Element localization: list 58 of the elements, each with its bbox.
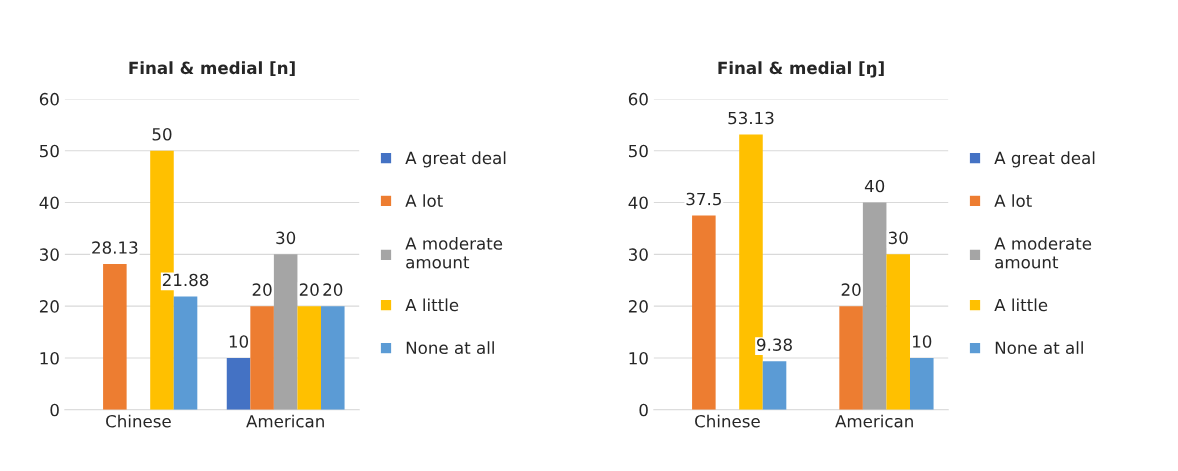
- data-label: 40: [864, 179, 885, 193]
- bar: [886, 254, 911, 410]
- y-tick-label: 50: [629, 144, 648, 158]
- data-label: 9.38: [757, 338, 792, 351]
- y-tick-label: 40: [628, 196, 648, 210]
- chart-title: Final & medial [ŋ]: [718, 61, 884, 78]
- legend-label: A great deal: [405, 151, 506, 168]
- legend-label: A lot: [405, 194, 443, 208]
- y-tick-label: 10: [629, 351, 648, 365]
- data-label: 53.13: [728, 111, 774, 125]
- y-tick-label: 10: [40, 351, 59, 365]
- x-tick-label: Chinese: [695, 414, 760, 428]
- bar: [297, 306, 322, 410]
- data-label: 10: [229, 335, 249, 348]
- bar: [862, 202, 887, 410]
- data-label: 20: [252, 283, 272, 296]
- data-label: 20: [299, 283, 319, 296]
- legend-label: A lot: [994, 194, 1032, 208]
- data-label: 28.13: [92, 241, 138, 254]
- y-tick-label: 40: [39, 196, 59, 210]
- data-label: 10: [913, 335, 932, 348]
- y-tick-label: 0: [50, 403, 59, 417]
- data-label: 30: [276, 231, 296, 245]
- data-label: 30: [888, 231, 908, 245]
- bar: [226, 357, 251, 410]
- chart-title: Final & medial [n]: [129, 61, 295, 77]
- legend-label: A great deal: [994, 151, 1095, 168]
- bar: [273, 254, 298, 410]
- data-label: 37.5: [686, 192, 721, 206]
- y-tick-label: 20: [39, 300, 59, 313]
- legend-label: A moderate amount: [405, 236, 503, 269]
- data-label: 21.88: [162, 273, 209, 287]
- y-tick-label: 30: [628, 248, 648, 261]
- y-tick-label: 30: [39, 248, 59, 261]
- data-label: 50: [152, 127, 172, 141]
- data-label: 20: [841, 283, 861, 296]
- bar: [762, 361, 787, 410]
- bar: [250, 306, 274, 410]
- x-tick-label: American: [835, 414, 913, 428]
- bar: [910, 357, 934, 410]
- legend-label: A moderate amount: [994, 236, 1092, 269]
- bar: [103, 264, 127, 410]
- bar: [173, 296, 198, 410]
- y-tick-label: 60: [39, 92, 59, 106]
- y-tick-label: 50: [40, 144, 59, 158]
- legend-label: None at all: [406, 341, 494, 355]
- legend-label: A little: [405, 298, 459, 312]
- data-label: 20: [323, 283, 343, 296]
- y-tick-label: 60: [628, 92, 648, 106]
- legend-label: None at all: [995, 341, 1083, 355]
- legend-label: A little: [994, 298, 1048, 312]
- bar: [321, 306, 345, 410]
- bar: [692, 215, 716, 410]
- bar: [839, 306, 863, 410]
- x-tick-label: Chinese: [106, 414, 171, 428]
- y-tick-label: 0: [639, 403, 648, 417]
- y-tick-label: 20: [628, 300, 648, 313]
- x-tick-label: American: [246, 414, 324, 428]
